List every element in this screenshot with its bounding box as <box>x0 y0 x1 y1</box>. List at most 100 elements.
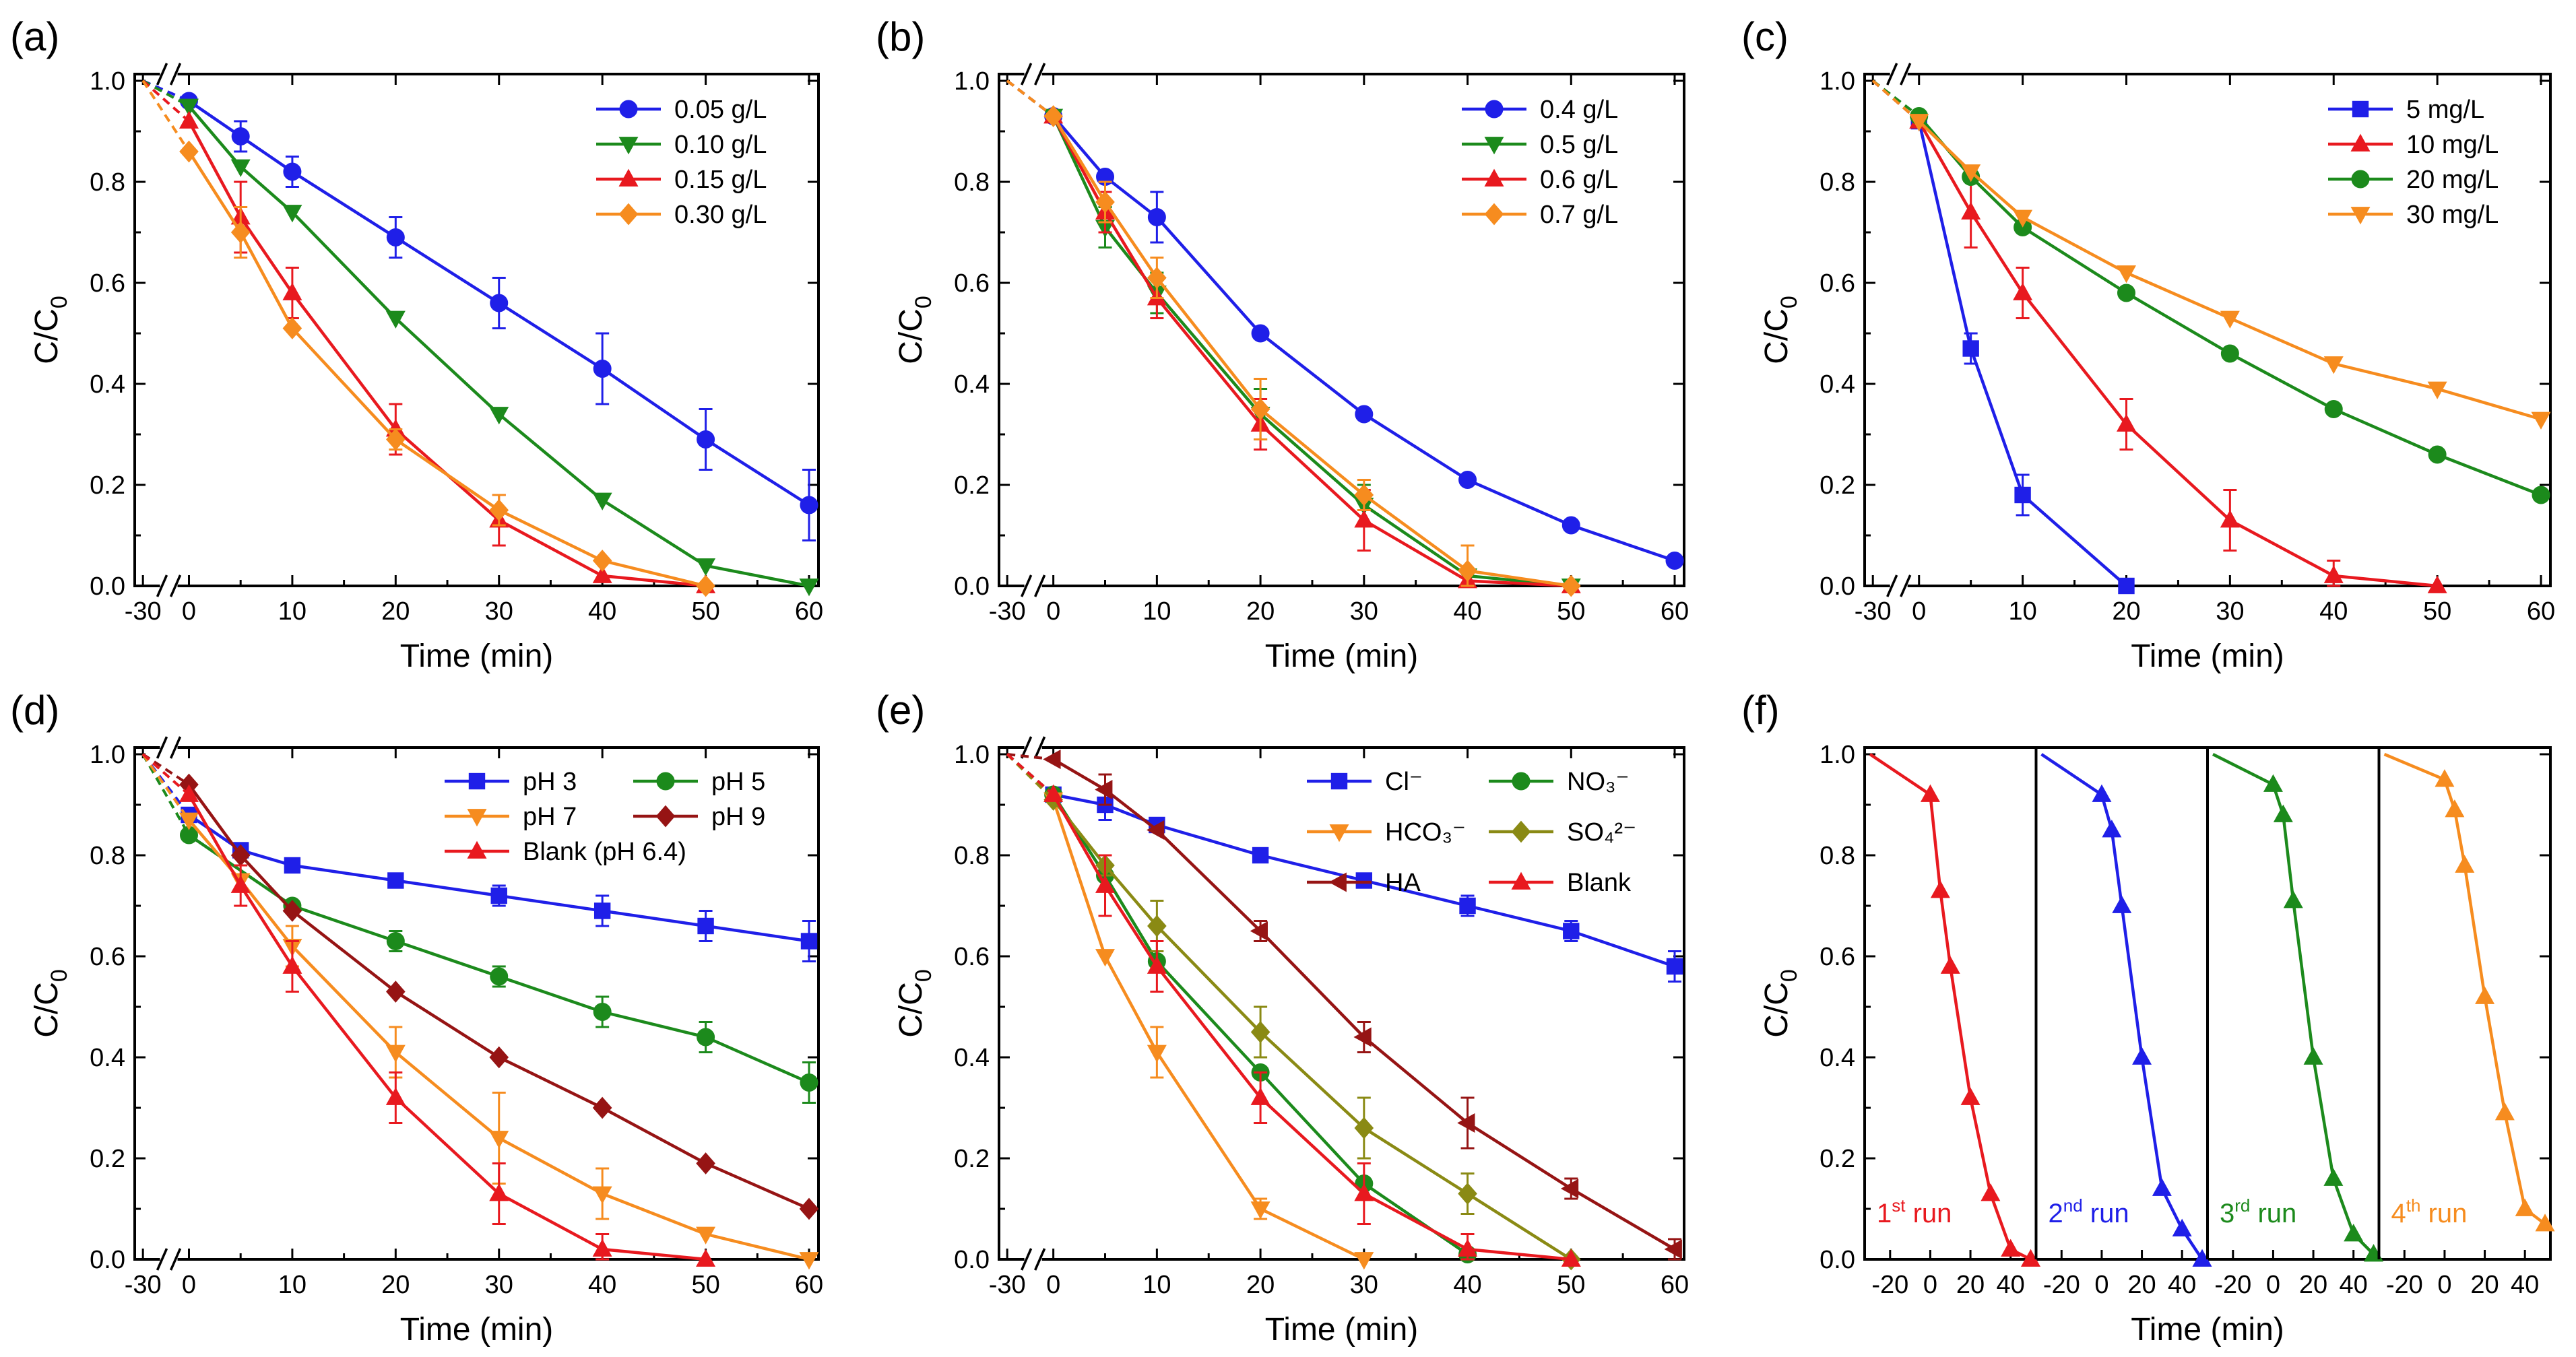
y-axis-title-text: C/C0 <box>29 969 72 1038</box>
plot-frame <box>133 73 820 587</box>
data-point <box>1043 105 1063 127</box>
data-point <box>593 902 611 919</box>
axis-break-mark <box>1900 63 1912 86</box>
x-tick-label: 50 <box>2423 597 2451 626</box>
data-point <box>1459 897 1476 915</box>
x-tick-label: -30 <box>125 597 162 626</box>
data-point <box>1354 484 1374 506</box>
data-point <box>2535 1214 2555 1232</box>
legend-label: 0.05 g/L <box>674 96 767 124</box>
x-tick-label: 30 <box>1350 597 1378 626</box>
y-tick-label: 0.4 <box>90 1044 125 1072</box>
y-tick-label: 0.2 <box>1820 471 1855 500</box>
data-point <box>799 1197 819 1220</box>
legend-label: HA <box>1385 869 1421 897</box>
data-point <box>1095 191 1115 213</box>
data-point <box>282 956 302 974</box>
run-label-tail: run <box>2420 1199 2467 1228</box>
y-axis-title-text: C/C0 <box>29 296 72 364</box>
legend-label: pH 3 <box>523 768 577 796</box>
data-point <box>697 430 715 449</box>
data-point <box>1458 560 1477 582</box>
x-tick-label: -20 <box>2386 1271 2423 1299</box>
axis-break-mark <box>169 63 182 86</box>
data-point <box>386 228 405 246</box>
data-point <box>1940 956 1960 974</box>
x-tick-label: -30 <box>989 597 1026 626</box>
x-tick-label: 0 <box>2266 1271 2280 1299</box>
y-tick-label: 0.0 <box>1820 1246 1855 1274</box>
data-point <box>1095 949 1116 967</box>
data-point <box>1353 1027 1372 1047</box>
y-tick-label: 1.0 <box>1820 741 1855 769</box>
legend-label: 0.10 g/L <box>674 131 767 159</box>
legend-marker <box>1511 871 1531 890</box>
y-axis-title: C/C0 <box>893 969 936 1038</box>
series-3 <box>1871 79 2551 430</box>
legend-marker <box>618 203 639 226</box>
y-axis-title-text: C/C0 <box>1759 969 1802 1038</box>
panel-c: 0.00.20.40.60.81.0C/C0-30 0 10 20 30 40 50 60Ti… <box>1759 63 2555 674</box>
data-point <box>490 967 509 986</box>
x-tick-label: 0 <box>2437 1271 2451 1299</box>
data-point <box>1960 1087 1981 1105</box>
x-tick-label: 30 <box>485 597 513 626</box>
data-point <box>2220 510 2240 528</box>
run-label-tail: run <box>2250 1199 2296 1228</box>
data-point <box>230 875 251 893</box>
series-dashed-line <box>1006 753 1054 761</box>
data-point <box>2112 895 2132 913</box>
data-point <box>1930 880 1950 898</box>
data-point <box>2013 282 2033 300</box>
y-tick-label: 0.4 <box>1820 1044 1855 1072</box>
data-point <box>1665 552 1684 570</box>
legend: 0.05 g/L 0.10 g/L 0.15 g/L 0.30 g/L <box>596 96 767 229</box>
legend-label: SO₄²⁻ <box>1567 818 1636 847</box>
series-1 <box>1871 79 2447 593</box>
data-point <box>2132 1047 2152 1065</box>
x-tick-label: -20 <box>2043 1271 2080 1299</box>
plot-frame <box>998 746 1685 1261</box>
series-line <box>188 814 810 943</box>
y-axis-title-sub: 0 <box>911 296 936 308</box>
plot-frame <box>1863 73 2552 587</box>
legend-marker <box>2350 133 2371 152</box>
series-dashed-line <box>1006 79 1054 118</box>
run-label-number: 4 <box>2391 1199 2406 1228</box>
data-point <box>1962 340 1979 357</box>
data-point <box>385 310 406 329</box>
data-point <box>284 857 301 874</box>
data-point <box>697 917 714 935</box>
panel-b: 0.00.20.40.60.81.0C/C0-30 0 10 20 30 40 50 60Ti… <box>893 63 1689 674</box>
data-point <box>489 1131 509 1149</box>
legend-marker <box>2350 207 2371 225</box>
data-point <box>1250 921 1268 941</box>
x-tick-label: 10 <box>278 1271 307 1299</box>
data-point <box>282 900 302 922</box>
series-line <box>1052 793 1572 1261</box>
x-tick-label: 60 <box>1661 597 1689 626</box>
series-line <box>2040 753 2203 1261</box>
data-point <box>282 205 302 223</box>
axis-break-mark <box>169 574 182 597</box>
y-tick-label: 1.0 <box>1820 67 1855 96</box>
data-point <box>2263 774 2283 792</box>
data-point <box>2324 400 2343 418</box>
x-tick-label: 10 <box>278 597 307 626</box>
panel-label-d: (d) <box>10 688 59 733</box>
x-tick-label: 30 <box>1350 1271 1378 1299</box>
y-tick-label: 0.0 <box>954 572 990 601</box>
series-3 <box>1006 79 1581 597</box>
legend: pH 3 pH 5 pH 7 pH 9 Blank (pH 6.4) <box>445 768 765 866</box>
panel-a: 0.00.20.40.60.81.0C/C0-30 0 10 20 30 40 50 60Ti… <box>29 63 823 674</box>
x-tick-label: -30 <box>1855 597 1892 626</box>
y-tick-label: 0.4 <box>954 1044 990 1072</box>
data-point <box>1147 956 1167 974</box>
data-point <box>490 294 509 312</box>
run-label: 3rd run <box>2220 1195 2296 1228</box>
legend-marker <box>2352 100 2369 118</box>
axis-break-mark <box>1034 63 1046 86</box>
series-line <box>1869 753 2032 1261</box>
x-tick-label: 0 <box>1912 597 1926 626</box>
